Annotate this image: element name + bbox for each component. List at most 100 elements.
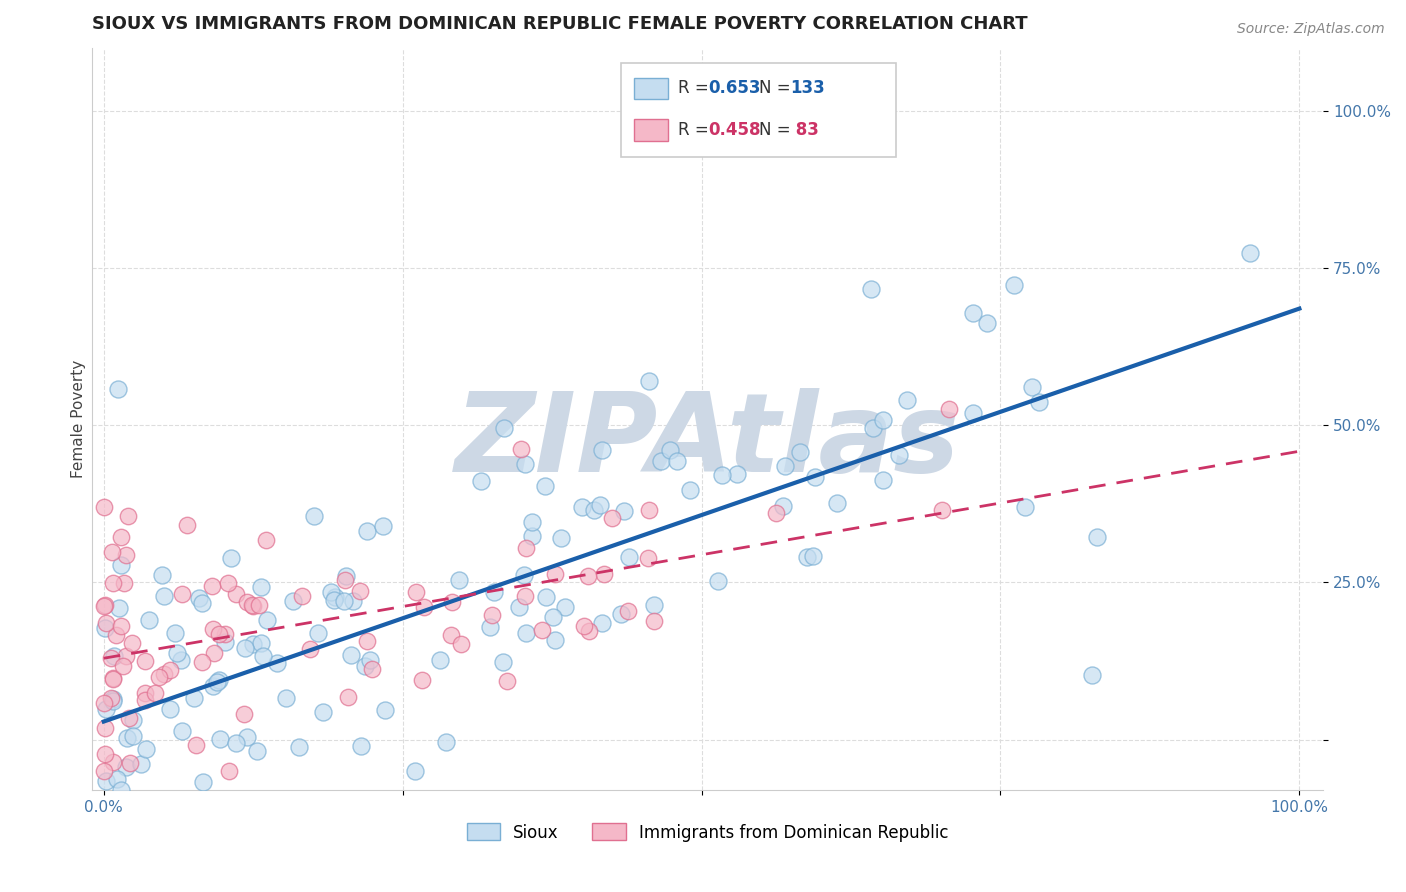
Point	[440, 595, 463, 609]
Point	[94, 615, 117, 630]
Point	[172, 587, 194, 601]
Point	[94, 702, 117, 716]
Point	[872, 473, 894, 487]
Point	[513, 567, 536, 582]
Point	[307, 625, 329, 640]
Point	[93, 599, 115, 613]
Point	[434, 735, 457, 749]
Point	[191, 596, 214, 610]
Point	[976, 316, 998, 330]
Point	[112, 659, 135, 673]
Y-axis label: Female Poverty: Female Poverty	[72, 360, 86, 478]
Point	[201, 679, 224, 693]
Point	[609, 607, 631, 621]
Point	[235, 730, 257, 744]
Point	[534, 478, 557, 492]
Point	[356, 524, 378, 539]
Point	[825, 496, 848, 510]
Point	[107, 382, 129, 396]
Text: 133: 133	[790, 79, 825, 97]
Point	[184, 738, 207, 752]
Point	[252, 649, 274, 664]
Text: N =: N =	[759, 121, 796, 139]
Point	[118, 710, 141, 724]
Point	[114, 548, 136, 562]
Point	[374, 703, 396, 717]
Point	[789, 445, 811, 459]
Point	[93, 764, 115, 778]
Point	[101, 672, 124, 686]
Point	[638, 503, 661, 517]
Point	[617, 603, 640, 617]
Point	[101, 755, 124, 769]
Text: Source: ZipAtlas.com: Source: ZipAtlas.com	[1237, 22, 1385, 37]
Point	[578, 624, 600, 638]
Point	[359, 653, 381, 667]
Point	[1021, 380, 1043, 394]
Point	[110, 531, 132, 545]
Point	[143, 686, 166, 700]
Point	[134, 693, 156, 707]
Point	[247, 598, 270, 612]
Point	[354, 658, 377, 673]
Point	[405, 584, 427, 599]
Point	[233, 706, 256, 721]
Point	[245, 744, 267, 758]
Text: 0.458: 0.458	[709, 121, 761, 139]
Point	[135, 742, 157, 756]
Text: R =: R =	[678, 121, 714, 139]
Point	[650, 454, 672, 468]
Point	[494, 421, 516, 435]
Point	[101, 692, 124, 706]
Point	[101, 694, 124, 708]
Point	[638, 374, 661, 388]
Point	[202, 623, 225, 637]
Point	[302, 508, 325, 523]
Point	[131, 797, 153, 811]
Point	[114, 648, 136, 663]
Point	[773, 459, 796, 474]
Point	[411, 673, 433, 688]
Point	[1239, 246, 1261, 260]
Point	[804, 470, 827, 484]
Point	[93, 696, 115, 710]
Point	[134, 685, 156, 699]
Point	[103, 649, 125, 664]
Point	[589, 498, 612, 512]
Point	[859, 282, 882, 296]
Point	[110, 618, 132, 632]
Point	[508, 599, 530, 614]
Text: N =: N =	[759, 79, 796, 97]
Point	[278, 888, 301, 892]
Point	[554, 600, 576, 615]
Point	[187, 591, 209, 605]
Point	[887, 448, 910, 462]
Point	[176, 518, 198, 533]
Point	[593, 566, 616, 581]
Point	[449, 573, 471, 587]
Point	[170, 723, 193, 738]
Point	[1014, 500, 1036, 514]
Point	[479, 620, 502, 634]
Point	[765, 506, 787, 520]
Point	[202, 646, 225, 660]
Point	[221, 551, 243, 566]
Point	[105, 772, 128, 786]
Point	[274, 691, 297, 706]
Point	[643, 615, 665, 629]
Point	[496, 674, 519, 689]
Point	[93, 598, 115, 612]
Point	[373, 519, 395, 533]
Point	[233, 641, 256, 656]
Point	[550, 531, 572, 545]
Point	[214, 626, 236, 640]
Point	[266, 657, 288, 671]
Point	[938, 402, 960, 417]
Point	[105, 628, 128, 642]
Point	[208, 673, 231, 688]
Point	[1002, 277, 1025, 292]
Point	[117, 508, 139, 523]
Point	[201, 579, 224, 593]
Point	[412, 599, 434, 614]
Point	[153, 667, 176, 681]
